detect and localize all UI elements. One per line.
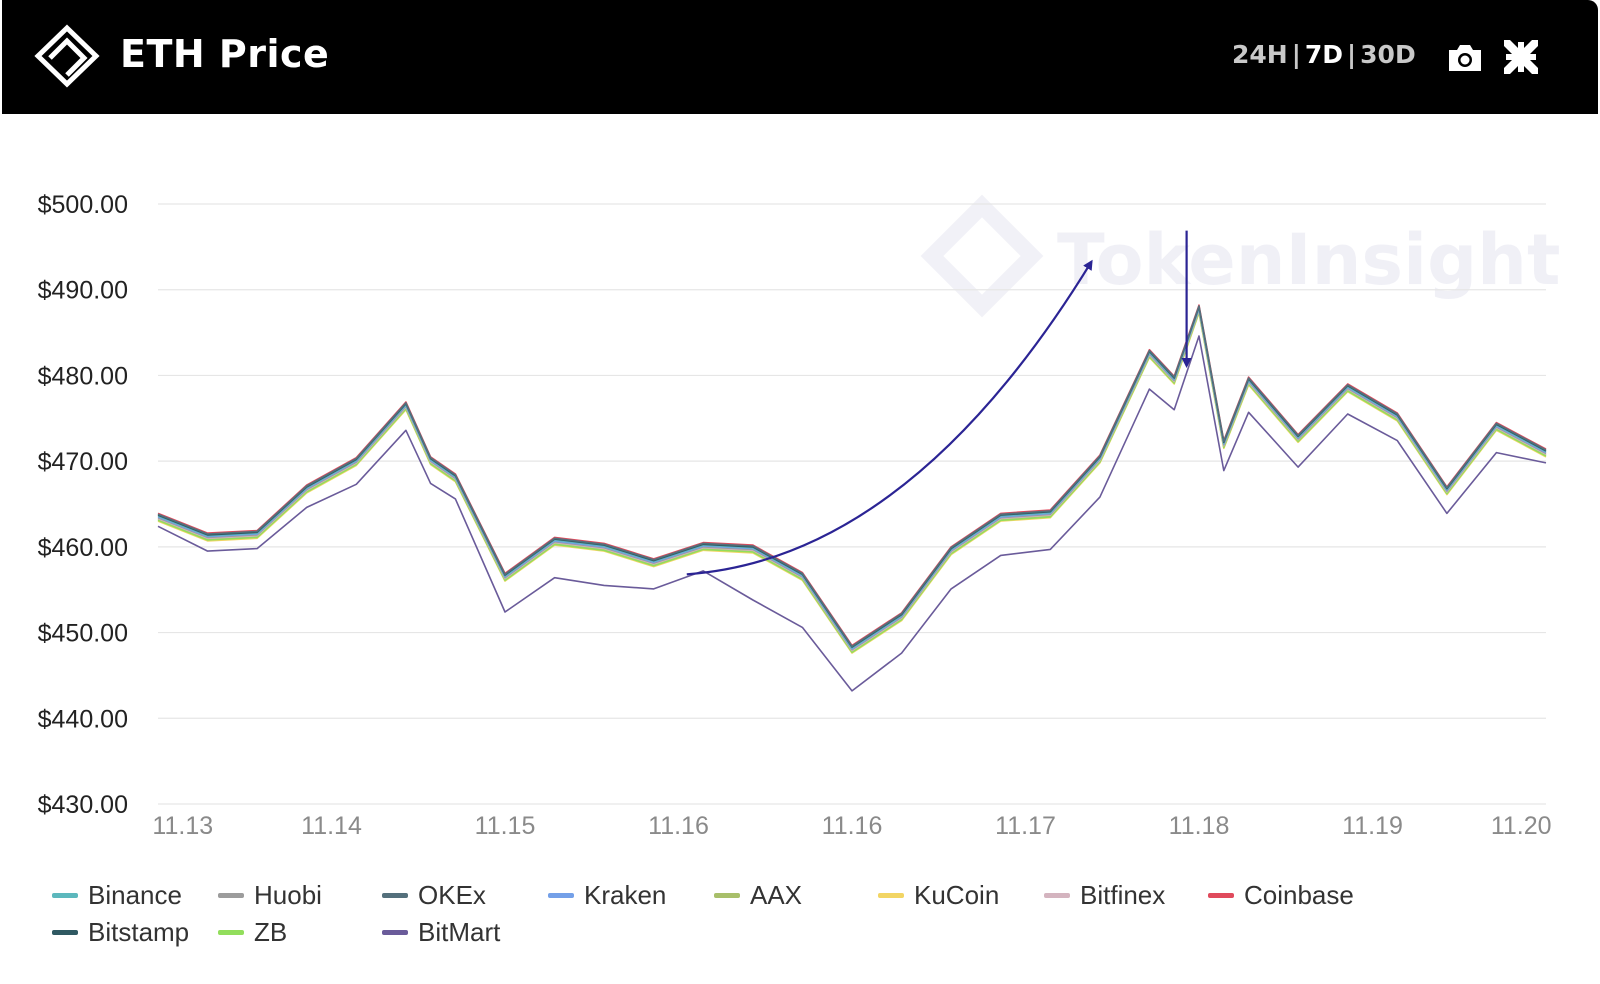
legend-label: Bitstamp <box>88 917 190 947</box>
legend-swatch <box>714 893 740 898</box>
legend-item-kucoin[interactable]: KuCoin <box>878 880 999 911</box>
x-tick-label: 11.13 <box>152 812 213 840</box>
collapse-arrows-icon[interactable] <box>1502 38 1540 76</box>
legend-swatch <box>218 893 244 898</box>
legend-item-bitstamp[interactable]: Bitstamp <box>52 917 189 948</box>
x-tick-label: 11.15 <box>475 812 536 840</box>
series-line-zb <box>157 311 1547 654</box>
legend-label: Binance <box>88 880 182 910</box>
time-range-selector: 24H | 7D | 30D <box>1232 40 1416 69</box>
legend-swatch <box>52 893 78 898</box>
range-7d-button[interactable]: 7D <box>1304 40 1344 69</box>
tokeninsight-logo-icon <box>34 24 100 88</box>
legend-label: AAX <box>750 880 803 910</box>
range-30d-button[interactable]: 30D <box>1360 40 1416 69</box>
series-line-bitmart <box>157 335 1547 692</box>
legend-swatch <box>1044 893 1070 898</box>
x-tick-label: 11.16 <box>648 812 709 840</box>
series-line-aax <box>157 310 1547 653</box>
y-tick-label: $470.00 <box>38 448 128 476</box>
legend-item-bitmart[interactable]: BitMart <box>382 917 500 948</box>
legend-item-aax[interactable]: AAX <box>714 880 802 911</box>
camera-icon[interactable] <box>1446 42 1484 74</box>
y-tick-label: $450.00 <box>38 620 128 648</box>
series-line-bitfinex <box>157 309 1547 652</box>
range-24h-button[interactable]: 24H <box>1232 40 1288 69</box>
legend-label: Huobi <box>254 880 322 910</box>
x-tick-label: 11.17 <box>995 812 1056 840</box>
legend-swatch <box>878 893 904 898</box>
legend-label: KuCoin <box>914 880 1000 910</box>
legend-label: ZB <box>254 917 288 947</box>
page-title: ETH Price <box>120 32 330 76</box>
price-chart: TokenInsight $430.00 $440.00 $450.00 $460.00… <box>38 191 1561 840</box>
legend-item-zb[interactable]: ZB <box>218 917 287 948</box>
series-line-kraken <box>157 307 1547 650</box>
legend-swatch <box>382 893 408 898</box>
y-tick-label: $490.00 <box>38 277 128 305</box>
legend-item-binance[interactable]: Binance <box>52 880 182 911</box>
legend-label: Bitfinex <box>1080 880 1166 910</box>
y-tick-label: $440.00 <box>38 705 128 733</box>
series-line-bitstamp <box>157 306 1547 648</box>
legend-swatch <box>382 930 408 935</box>
legend-swatch <box>218 930 244 935</box>
series-line-kucoin <box>157 312 1547 654</box>
x-tick-label: 11.20 <box>1491 812 1552 840</box>
range-separator: | <box>1347 40 1357 69</box>
legend-item-coinbase[interactable]: Coinbase <box>1208 880 1354 911</box>
series-line-huobi <box>157 308 1547 651</box>
y-tick-label: $500.00 <box>38 191 128 219</box>
x-tick-label: 11.16 <box>822 812 883 840</box>
watermark-text: TokenInsight <box>1057 219 1560 301</box>
range-separator: | <box>1291 40 1301 69</box>
series-line-okex <box>157 305 1547 648</box>
legend-item-okex[interactable]: OKEx <box>382 880 486 911</box>
legend-item-bitfinex[interactable]: Bitfinex <box>1044 880 1165 911</box>
legend-item-kraken[interactable]: Kraken <box>548 880 666 911</box>
legend-swatch <box>548 893 574 898</box>
x-tick-label: 11.18 <box>1169 812 1230 840</box>
legend-item-huobi[interactable]: Huobi <box>218 880 322 911</box>
series-line-coinbase <box>157 304 1547 647</box>
legend-label: OKEx <box>418 880 486 910</box>
header-bar: ETH Price 24H | 7D | 30D <box>2 0 1598 114</box>
y-tick-label: $430.00 <box>38 791 128 819</box>
y-tick-label: $460.00 <box>38 534 128 562</box>
legend-label: Kraken <box>584 880 667 910</box>
legend-swatch <box>1208 893 1234 898</box>
watermark-logo-shape <box>920 194 1044 318</box>
watermark-logo-icon <box>920 194 1044 318</box>
legend-swatch <box>52 930 78 935</box>
x-tick-label: 11.14 <box>301 812 362 840</box>
legend-label: Coinbase <box>1244 880 1354 910</box>
x-tick-label: 11.19 <box>1342 812 1403 840</box>
series-line-binance <box>157 306 1547 649</box>
legend-label: BitMart <box>418 917 501 947</box>
annotation-curved-arrow <box>686 259 1093 576</box>
y-tick-label: $480.00 <box>38 362 128 390</box>
